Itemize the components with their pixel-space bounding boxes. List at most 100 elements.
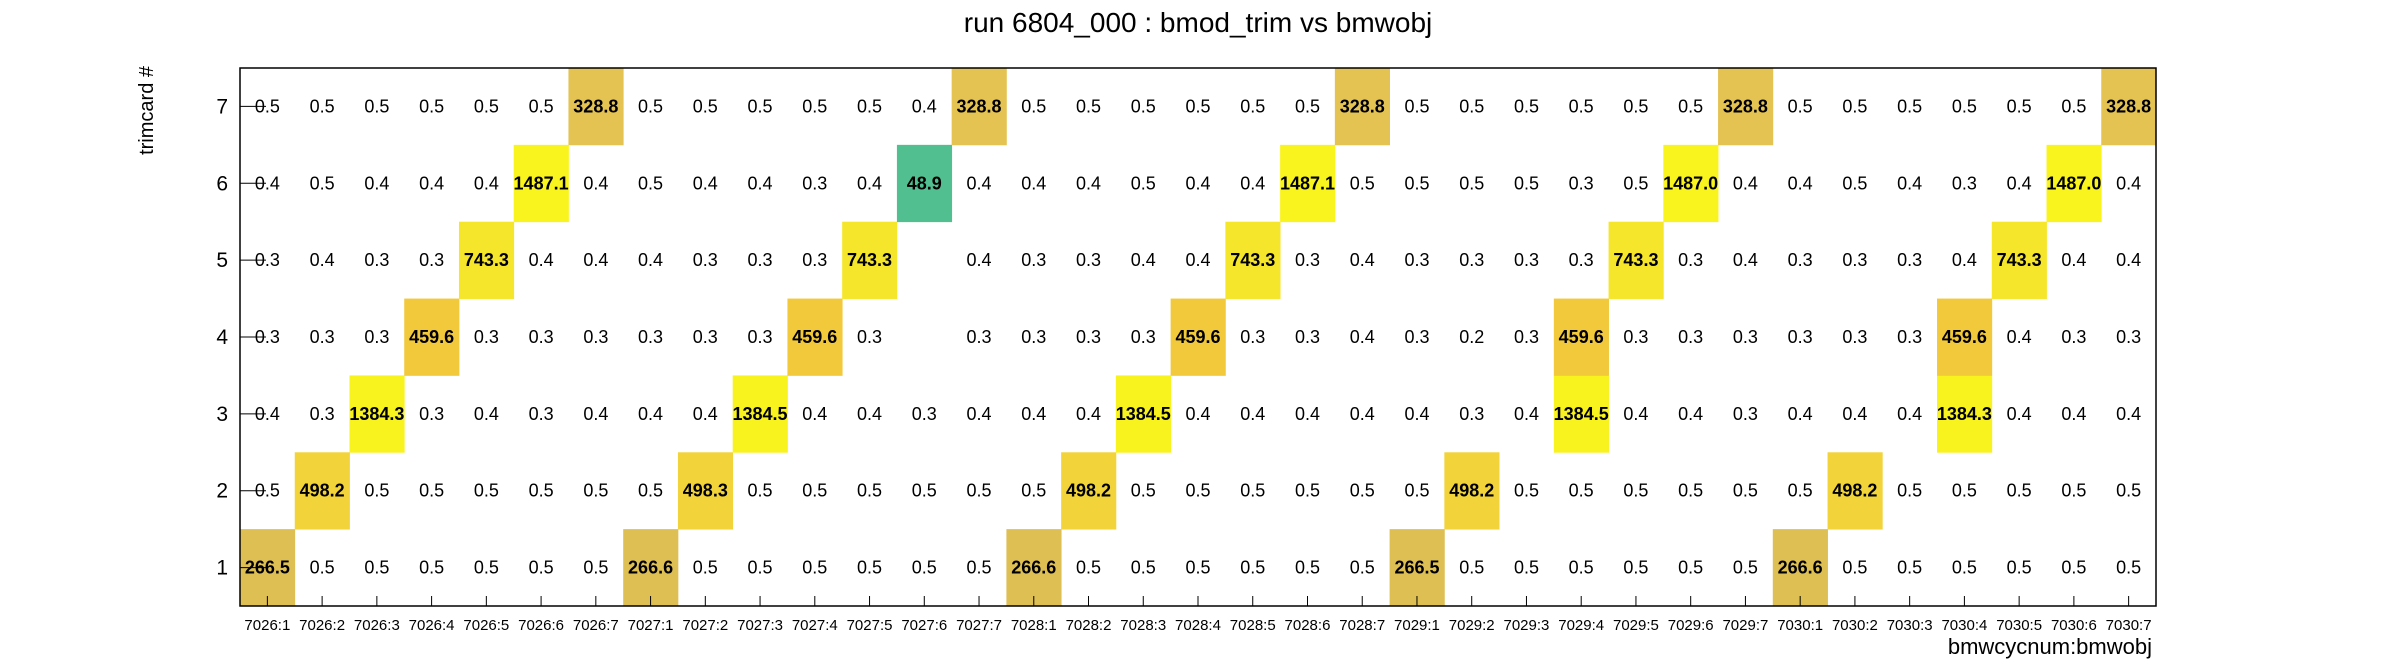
cell-value-label: 1384.3 [1937, 404, 1992, 424]
cell-value-label: 0.5 [1131, 558, 1156, 578]
heatmap-cell [1334, 68, 1390, 146]
heatmap-cell [623, 529, 679, 607]
cell-value-label: 0.4 [529, 250, 554, 270]
x-tick-label: 7030:6 [2051, 617, 2097, 634]
heatmap-cell [1280, 144, 1336, 223]
cell-value-label: 0.4 [419, 173, 444, 193]
cell-value-label: 0.3 [1678, 327, 1703, 347]
cell-value-label: 0.5 [1897, 96, 1922, 116]
cell-value-label: 0.3 [364, 327, 389, 347]
cell-value-label: 0.3 [1678, 250, 1703, 270]
cell-value-label: 0.4 [2061, 250, 2086, 270]
cell-value-label: 0.4 [364, 173, 389, 193]
cell-value-label: 0.3 [1733, 327, 1758, 347]
cell-value-label: 0.3 [1459, 250, 1484, 270]
cell-value-label: 0.4 [967, 173, 992, 193]
cell-value-label: 0.5 [364, 96, 389, 116]
cell-value-label: 0.3 [310, 327, 335, 347]
cell-value-label: 0.5 [857, 481, 882, 501]
x-tick-label: 7028:3 [1120, 617, 1166, 634]
cell-value-label: 0.4 [638, 404, 663, 424]
cell-value-label: 0.4 [1350, 327, 1375, 347]
cell-value-label: 0.5 [583, 481, 608, 501]
cell-value-label: 0.5 [1076, 558, 1101, 578]
cell-value-label: 0.3 [1897, 327, 1922, 347]
cell-value-label: 328.8 [1723, 96, 1768, 116]
cell-value-label: 0.4 [2116, 404, 2141, 424]
cell-value-label: 0.5 [638, 96, 663, 116]
cell-value-label: 0.5 [1678, 558, 1703, 578]
cell-value-label: 0.3 [1076, 250, 1101, 270]
heatmap-cell [1389, 529, 1445, 607]
x-tick-label: 7028:7 [1339, 617, 1385, 634]
cell-value-label: 498.3 [683, 481, 728, 501]
cell-value-label: 0.3 [1021, 327, 1046, 347]
cell-value-label: 0.4 [310, 250, 335, 270]
cell-value-label: 459.6 [409, 327, 454, 347]
cell-value-label: 0.5 [693, 96, 718, 116]
y-axis-ticks: 1 2 3 4 5 6 7 [216, 95, 266, 580]
heatmap-cell [568, 68, 624, 146]
x-tick-label: 7027:7 [956, 617, 1002, 634]
cell-value-label: 0.5 [310, 558, 335, 578]
cell-value-label: 0.5 [419, 96, 444, 116]
cell-value-label: 0.5 [1952, 558, 1977, 578]
cell-value-label: 0.3 [967, 327, 992, 347]
cell-value-label: 0.5 [1514, 481, 1539, 501]
cell-value-label: 0.5 [1514, 173, 1539, 193]
cell-value-label: 0.4 [693, 173, 718, 193]
cell-value-label: 0.4 [748, 173, 773, 193]
cell-value-label: 0.3 [583, 327, 608, 347]
cell-value-label: 0.5 [1131, 481, 1156, 501]
cell-value-label: 0.5 [1842, 96, 1867, 116]
cell-value-label: 0.3 [802, 250, 827, 270]
cell-value-label: 0.5 [1459, 558, 1484, 578]
cell-value-label: 0.5 [529, 96, 554, 116]
x-tick-label: 7026:3 [354, 617, 400, 634]
cell-value-label: 0.5 [1788, 96, 1813, 116]
heatmap-cell [1937, 298, 1993, 376]
cell-value-label: 0.4 [1733, 250, 1758, 270]
cell-value-label: 0.5 [2061, 558, 2086, 578]
cell-value-label: 0.3 [1240, 327, 1265, 347]
cell-value-label: 0.4 [1952, 250, 1977, 270]
cell-value-label: 1384.3 [349, 404, 404, 424]
heatmap-cell [1553, 375, 1609, 453]
cell-value-label: 0.4 [912, 96, 937, 116]
cell-value-label: 0.5 [1295, 481, 1320, 501]
cell-value-label: 0.4 [1185, 404, 1210, 424]
cell-value-label: 0.5 [802, 96, 827, 116]
cell-value-label: 0.4 [2007, 327, 2032, 347]
cell-value-label: 0.5 [364, 558, 389, 578]
cell-value-label: 0.5 [1240, 481, 1265, 501]
cell-value-label: 0.2 [1459, 327, 1484, 347]
cell-value-label: 0.3 [1788, 250, 1813, 270]
cell-value-label: 328.8 [2106, 96, 2151, 116]
cell-value-label: 0.5 [1350, 481, 1375, 501]
cell-value-label: 0.5 [1404, 96, 1429, 116]
cell-value-label: 266.6 [1011, 558, 1056, 578]
cell-value-label: 328.8 [957, 96, 1002, 116]
cell-value-label: 0.5 [1788, 481, 1813, 501]
cell-value-label: 0.3 [419, 250, 444, 270]
x-tick-label: 7028:1 [1011, 617, 1057, 634]
cell-value-label: 0.4 [1678, 404, 1703, 424]
cell-value-label: 0.5 [419, 481, 444, 501]
x-tick-label: 7026:7 [573, 617, 619, 634]
cell-value-label: 0.4 [474, 404, 499, 424]
cell-value-label: 0.5 [1678, 96, 1703, 116]
cell-value-label: 0.5 [1404, 173, 1429, 193]
cell-value-label: 0.4 [1404, 404, 1429, 424]
cell-value-label: 0.3 [255, 327, 280, 347]
cell-value-label: 0.5 [2116, 481, 2141, 501]
cell-value-label: 0.5 [2061, 96, 2086, 116]
cell-value-label: 0.4 [1897, 404, 1922, 424]
cell-value-label: 0.5 [693, 558, 718, 578]
cell-value-label: 0.3 [1076, 327, 1101, 347]
cell-value-label: 0.5 [1459, 173, 1484, 193]
cell-value-label: 0.5 [2007, 558, 2032, 578]
cell-value-label: 266.5 [245, 558, 290, 578]
y-tick-label: 2 [216, 480, 228, 503]
cell-value-label: 48.9 [907, 173, 942, 193]
x-tick-label: 7028:2 [1066, 617, 1112, 634]
